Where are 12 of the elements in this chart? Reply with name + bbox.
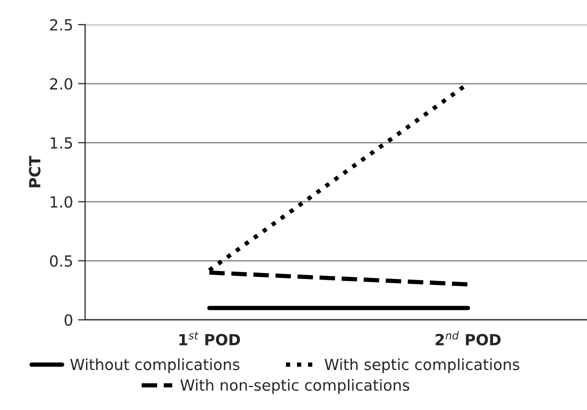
y-tick-label: 2.5: [50, 19, 72, 31]
y-tick-label: 0.5: [50, 255, 72, 267]
y-axis-title: PCT: [28, 156, 40, 188]
x-tick-label: 1$^{st}$ POD: [179, 332, 240, 346]
y-tick-label: 1.0: [50, 196, 72, 208]
x-tick-label: 2$^{nd}$ POD: [436, 331, 501, 346]
y-tick-label: 1.5: [50, 137, 72, 149]
legend-label: With septic complications: [324, 358, 520, 374]
legend-label: Without complications: [70, 358, 240, 374]
legend-label: With non-septic complications: [180, 379, 410, 394]
y-tick-label: 2.0: [50, 78, 72, 90]
y-tick-label: 0: [64, 314, 72, 326]
